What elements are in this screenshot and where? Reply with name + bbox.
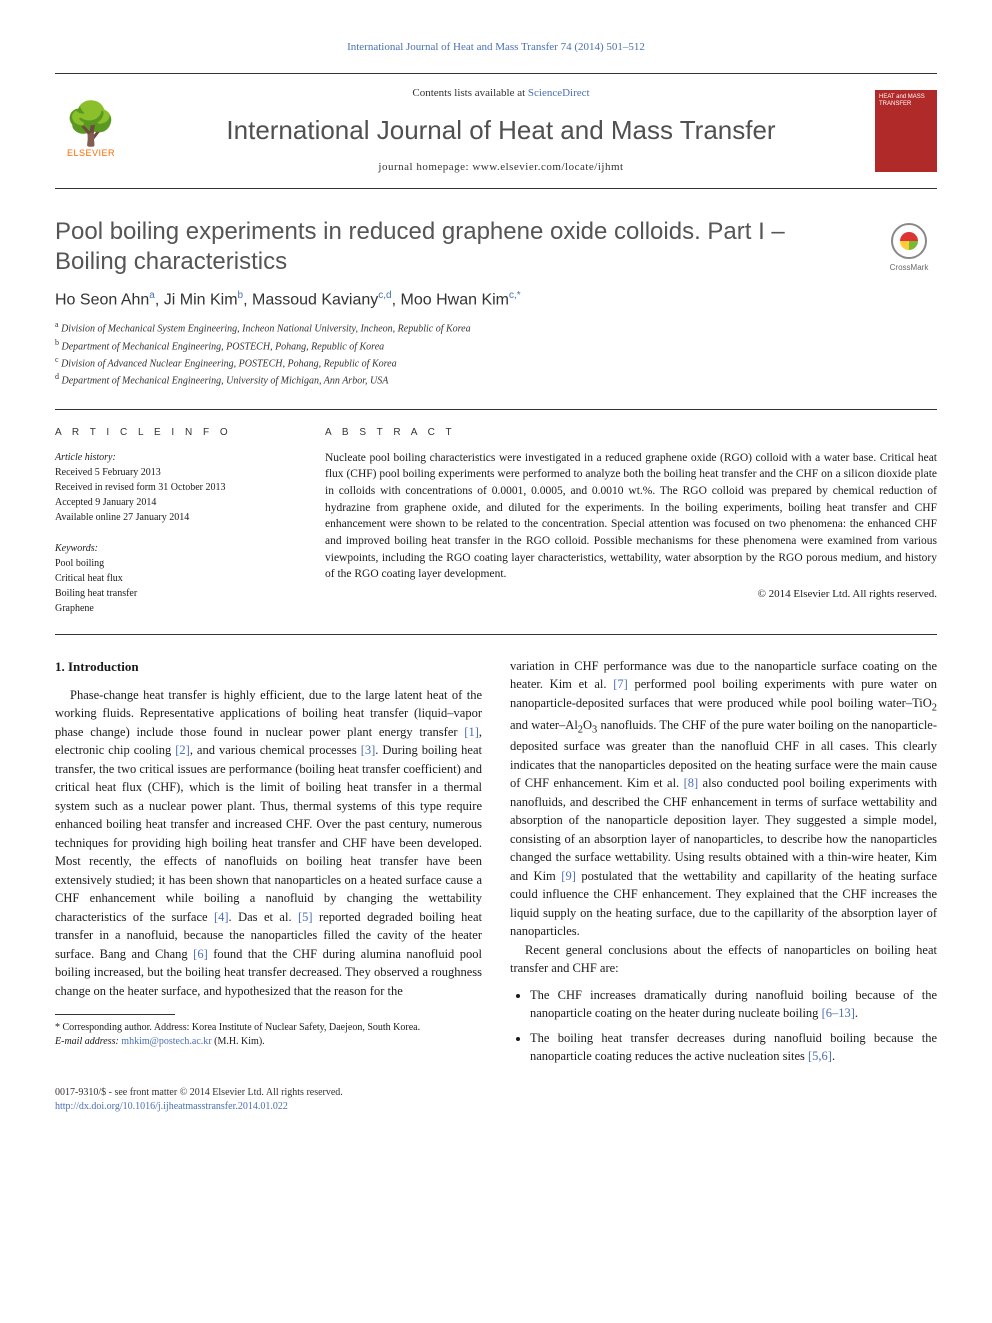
elsevier-logo: 🌳 ELSEVIER [55,92,127,170]
elsevier-brand: ELSEVIER [67,147,115,160]
keyword: Pool boiling [55,556,285,571]
body-paragraph: variation in CHF performance was due to … [510,657,937,941]
keywords-label: Keywords: [55,541,285,556]
masthead-center: Contents lists available at ScienceDirec… [145,86,857,175]
crossmark-badge[interactable]: CrossMark [881,223,937,273]
body-paragraph: Phase-change heat transfer is highly eff… [55,686,482,1001]
contents-prefix: Contents lists available at [412,87,527,99]
crossmark-icon [891,223,927,259]
journal-cover-thumb: HEAT and MASS TRANSFER [875,90,937,172]
section-heading-1: 1. Introduction [55,657,482,676]
affiliations: a Division of Mechanical System Engineer… [55,319,937,388]
sciencedirect-link[interactable]: ScienceDirect [528,87,590,99]
email-label: E-mail address: [55,1036,121,1047]
masthead: 🌳 ELSEVIER Contents lists available at S… [55,73,937,188]
abstract-text: Nucleate pool boiling characteristics we… [325,450,937,583]
page: International Journal of Heat and Mass T… [0,0,992,1144]
cover-title: HEAT and MASS TRANSFER [879,94,933,107]
running-head-link[interactable]: International Journal of Heat and Mass T… [347,41,645,53]
body-paragraph: Recent general conclusions about the eff… [510,941,937,978]
homepage-prefix: journal homepage: [378,161,472,173]
article-info: A R T I C L E I N F O Article history: R… [55,426,285,616]
keywords-block: Keywords: Pool boilingCritical heat flux… [55,541,285,616]
footnote-separator [55,1014,175,1015]
crossmark-label: CrossMark [881,262,937,273]
article-history: Article history: Received 5 February 201… [55,450,285,525]
article-info-heading: A R T I C L E I N F O [55,426,285,440]
bullet-item: The CHF increases dramatically during na… [530,986,937,1023]
meta-row: A R T I C L E I N F O Article history: R… [55,409,937,635]
running-head: International Journal of Heat and Mass T… [55,40,937,55]
contents-line: Contents lists available at ScienceDirec… [145,86,857,101]
bullet-item: The boiling heat transfer decreases duri… [530,1029,937,1066]
article-head: CrossMark Pool boiling experiments in re… [55,217,937,389]
citation-link[interactable]: [3] [361,743,376,757]
homepage-url[interactable]: www.elsevier.com/locate/ijhmt [472,161,623,173]
history-label: Article history: [55,450,285,465]
keyword: Critical heat flux [55,571,285,586]
citation-link[interactable]: [5,6] [808,1049,832,1063]
abstract-heading: A B S T R A C T [325,426,937,440]
footnotes: * Corresponding author. Address: Korea I… [55,1021,482,1049]
citation-link[interactable]: [4] [214,910,229,924]
keyword: Graphene [55,601,285,616]
corresponding-note: * Corresponding author. Address: Korea I… [55,1021,482,1035]
elsevier-tree-icon: 🌳 [65,103,117,145]
citation-link[interactable]: [5] [298,910,313,924]
article-title: Pool boiling experiments in reduced grap… [55,217,815,277]
affiliation-line: c Division of Advanced Nuclear Engineeri… [55,354,937,371]
bullet-list: The CHF increases dramatically during na… [530,986,937,1066]
citation-link[interactable]: [8] [684,776,699,790]
citation-link[interactable]: [6–13] [822,1006,855,1020]
citation-link[interactable]: [6] [193,947,208,961]
history-line: Available online 27 January 2014 [55,510,285,525]
author-list: Ho Seon Ahna, Ji Min Kimb, Massoud Kavia… [55,289,937,312]
history-line: Received 5 February 2013 [55,465,285,480]
body-columns: 1. Introduction Phase-change heat transf… [55,657,937,1066]
citation-link[interactable]: [1] [464,725,479,739]
affiliation-line: a Division of Mechanical System Engineer… [55,319,937,336]
history-line: Accepted 9 January 2014 [55,495,285,510]
email-owner: (M.H. Kim). [212,1036,265,1047]
doi-link[interactable]: http://dx.doi.org/10.1016/j.ijheatmasstr… [55,1101,288,1112]
homepage-line: journal homepage: www.elsevier.com/locat… [145,160,857,175]
affiliation-line: b Department of Mechanical Engineering, … [55,337,937,354]
citation-link[interactable]: [9] [561,869,576,883]
keyword: Boiling heat transfer [55,586,285,601]
journal-name: International Journal of Heat and Mass T… [145,112,857,148]
history-line: Received in revised form 31 October 2013 [55,480,285,495]
abstract-block: A B S T R A C T Nucleate pool boiling ch… [325,426,937,616]
email-line: E-mail address: mhkim@postech.ac.kr (M.H… [55,1035,482,1049]
page-footer: 0017-9310/$ - see front matter © 2014 El… [55,1086,937,1114]
affiliation-line: d Department of Mechanical Engineering, … [55,371,937,388]
email-link[interactable]: mhkim@postech.ac.kr [121,1036,211,1047]
citation-link[interactable]: [7] [613,677,628,691]
abstract-copyright: © 2014 Elsevier Ltd. All rights reserved… [325,587,937,602]
citation-link[interactable]: [2] [175,743,190,757]
footer-issn-line: 0017-9310/$ - see front matter © 2014 El… [55,1086,937,1100]
